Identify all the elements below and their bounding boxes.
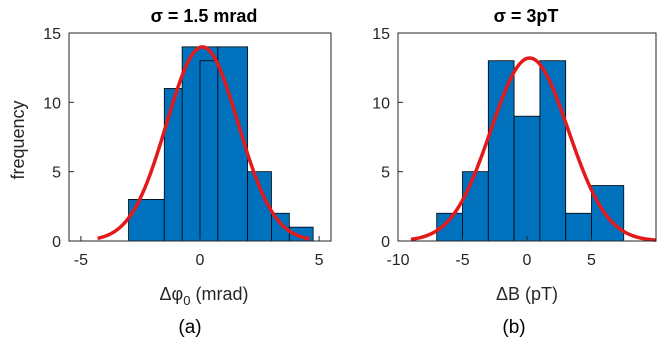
panel-a-x-tick-label-0: -5 [74, 252, 88, 269]
panel-a-title: σ = 1.5 mrad [151, 6, 258, 26]
panel-b-y-tick-label-0: 0 [381, 234, 390, 251]
panel-b-y-tick-label-3: 15 [372, 26, 390, 43]
panel-b-x-axis-label: ΔB (pT) [496, 284, 558, 304]
panel-b-title: σ = 3pT [494, 6, 559, 26]
panel-a-ticks: -5 0 5 0 5 10 15 [43, 26, 323, 269]
panel-a-y-tick-label-0: 0 [52, 234, 61, 251]
panel-b-x-tick-label-2: 0 [523, 252, 532, 269]
panel-a-y-tick-label-1: 5 [52, 165, 61, 182]
panel-a-x-axis-label: Δφ0 (mrad) [160, 284, 249, 308]
panel-b-bar-5 [565, 212, 592, 242]
panel-b-bars [436, 60, 625, 242]
panel-a-x-label-subscript: 0 [183, 293, 190, 308]
panel-a-y-tick-label-3: 15 [43, 26, 61, 43]
y-axis-label: frequency [8, 100, 28, 179]
panel-b-ticks: -10 -5 0 5 0 5 10 15 [372, 26, 596, 269]
panel-a-x-label-unit: (mrad) [190, 284, 248, 304]
panel-a-label: (a) [178, 317, 201, 338]
panel-a-x-label-symbol: Δφ [160, 284, 184, 304]
panel-b-fit-curve [410, 56, 657, 242]
panel-a-bar-0 [128, 198, 165, 242]
panel-a-x-tick-label-1: 0 [196, 252, 205, 269]
panel-b-bar-6 [591, 185, 625, 242]
panel-b-x-tick-label-0: -10 [386, 252, 409, 269]
panel-b-bar-3 [513, 115, 541, 242]
panel-b-bar-1 [462, 171, 489, 242]
panel-b-label: (b) [502, 317, 525, 338]
panel-b-x-tick-label-1: -5 [455, 252, 469, 269]
panel-a-x-tick-label-2: 5 [315, 252, 324, 269]
panel-b-x-tick-label-3: 5 [587, 252, 596, 269]
panel-a-fit-curve [97, 45, 310, 241]
panel-b-y-tick-label-2: 10 [372, 95, 390, 112]
panel-b-y-tick-label-1: 5 [381, 165, 390, 182]
panel-a-bars [128, 46, 314, 242]
panel-b: σ = 3pT -10 -5 0 5 0 5 10 15 ΔB (pT) (b) [372, 6, 657, 338]
panel-b-bar-2 [487, 60, 515, 242]
panel-a-y-tick-label-2: 10 [43, 95, 61, 112]
panel-a-bar-3 [199, 60, 219, 242]
